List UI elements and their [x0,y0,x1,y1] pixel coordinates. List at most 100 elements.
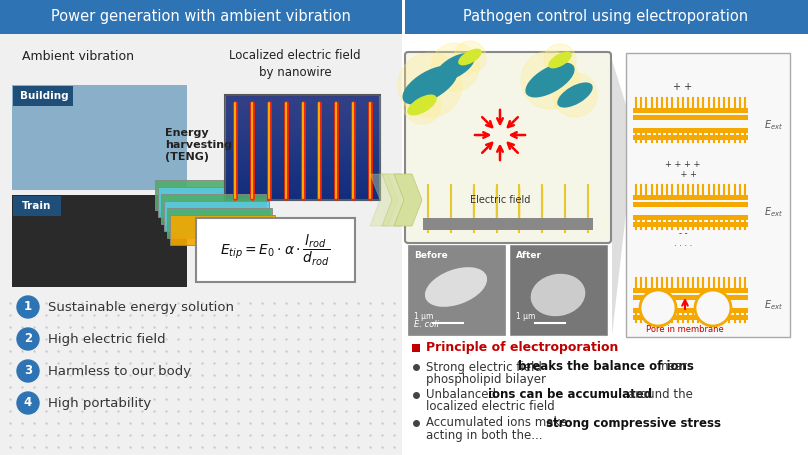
Bar [633,202,748,207]
Bar [633,135,748,140]
Bar [633,288,748,293]
Bar [12,85,187,190]
Text: Strong electric field: Strong electric field [426,360,545,374]
Circle shape [695,290,731,326]
Text: Sustainable energy solution: Sustainable energy solution [48,300,234,313]
Text: E. coli: E. coli [414,320,439,329]
Ellipse shape [407,95,437,116]
Text: Before: Before [414,251,448,260]
Text: acting in both the...: acting in both the... [426,429,542,441]
Circle shape [640,290,676,326]
Bar [408,245,505,335]
Bar [0,0,402,34]
Bar [633,115,748,120]
Bar [225,95,380,200]
Circle shape [17,328,39,350]
Text: Accumulated ions make: Accumulated ions make [426,416,571,430]
Text: - -
. . . .: - - . . . . [674,229,692,248]
Text: Building: Building [19,91,69,101]
Bar [633,308,748,313]
Text: ions can be accumulated: ions can be accumulated [488,389,652,401]
FancyBboxPatch shape [626,53,790,337]
Text: strong compressive stress: strong compressive stress [546,416,721,430]
Polygon shape [612,60,630,335]
Circle shape [553,73,597,117]
FancyBboxPatch shape [170,215,275,245]
Ellipse shape [402,66,457,105]
Text: 1 μm: 1 μm [414,312,433,321]
Bar [633,108,748,113]
Text: $E_{ext}$: $E_{ext}$ [764,205,783,219]
Text: $E_{tip} = E_0 \cdot \alpha \cdot \dfrac{l_{rod}}{d_{rod}}$: $E_{tip} = E_0 \cdot \alpha \cdot \dfrac… [221,233,330,268]
Circle shape [454,41,486,73]
Text: + + + +
    + +: + + + + + + [665,160,701,179]
Text: Harmless to our body: Harmless to our body [48,364,191,378]
Ellipse shape [558,82,593,107]
Text: Ambient vibration: Ambient vibration [22,50,134,62]
Bar [633,215,748,220]
Circle shape [17,360,39,382]
Bar [412,344,420,352]
Circle shape [521,51,579,109]
Text: $E_{ext}$: $E_{ext}$ [764,118,783,132]
Bar [633,315,748,320]
Text: localized electric field: localized electric field [426,400,555,414]
Bar [633,128,748,133]
Text: Pathogen control using electroporation: Pathogen control using electroporation [464,10,748,25]
Ellipse shape [436,53,474,81]
Ellipse shape [531,274,585,316]
Text: Pore in membrane: Pore in membrane [646,325,724,334]
Bar [423,218,593,230]
Ellipse shape [548,51,572,68]
Circle shape [398,53,462,117]
Circle shape [403,86,441,124]
Text: near: near [661,360,688,374]
Text: Unbalanced: Unbalanced [426,389,500,401]
Text: Principle of electroporation: Principle of electroporation [426,340,618,354]
FancyBboxPatch shape [155,180,260,210]
Text: 3: 3 [24,364,32,378]
Text: Train: Train [23,201,52,211]
FancyBboxPatch shape [158,187,263,217]
Text: 2: 2 [24,333,32,345]
FancyBboxPatch shape [13,196,61,216]
Text: High portability: High portability [48,396,151,410]
Text: + +: + + [673,82,692,92]
FancyBboxPatch shape [161,194,266,224]
Text: High electric field: High electric field [48,333,166,345]
Text: Energy
harvesting
(TENG): Energy harvesting (TENG) [165,128,232,162]
Ellipse shape [425,267,487,307]
Text: $E_{ext}$: $E_{ext}$ [764,298,783,312]
Bar [633,295,748,300]
Circle shape [431,43,479,91]
Text: Localized electric field
by nanowire: Localized electric field by nanowire [229,49,361,79]
Text: 1: 1 [24,300,32,313]
Polygon shape [370,174,398,226]
Bar [510,245,607,335]
Text: around the: around the [628,389,693,401]
Bar [405,0,808,34]
Text: phospholipid bilayer: phospholipid bilayer [426,373,546,385]
Circle shape [544,44,576,76]
Bar [12,195,187,287]
Ellipse shape [525,62,574,97]
Bar [0,34,402,455]
Polygon shape [394,174,422,226]
Bar [405,34,808,455]
Bar [633,195,748,200]
FancyBboxPatch shape [13,86,73,106]
Text: Power generation with ambient vibration: Power generation with ambient vibration [51,10,351,25]
Bar [633,222,748,227]
Circle shape [17,296,39,318]
Text: 1 μm: 1 μm [516,312,536,321]
Text: After: After [516,251,542,260]
FancyBboxPatch shape [167,208,272,238]
Circle shape [17,392,39,414]
Text: Electric field: Electric field [469,195,530,205]
FancyBboxPatch shape [196,218,355,282]
Text: breaks the balance of ions: breaks the balance of ions [518,360,694,374]
Text: 4: 4 [24,396,32,410]
FancyBboxPatch shape [164,201,269,231]
Ellipse shape [458,49,482,66]
FancyBboxPatch shape [405,52,611,243]
